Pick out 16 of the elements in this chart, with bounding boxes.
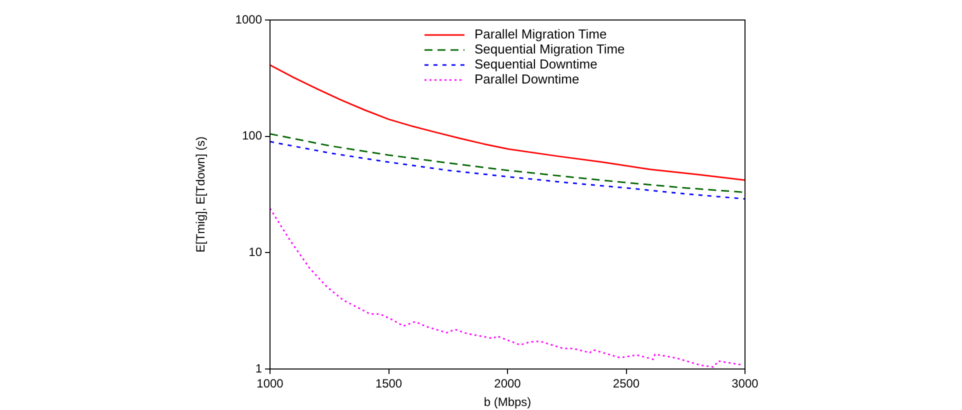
x-axis-title: b (Mbps) (484, 395, 532, 410)
y-tick-label: 10 (248, 244, 262, 259)
x-tick-label: 2500 (612, 376, 640, 391)
x-tick-label: 1500 (375, 376, 402, 391)
legend-label: Sequential Migration Time (474, 42, 625, 57)
x-tick-label: 2000 (494, 376, 522, 391)
y-axis-title: E[Tmig], E[Tdown] (s) (194, 136, 208, 253)
x-tick-label: 3000 (732, 376, 759, 391)
y-tick-label: 100 (242, 128, 262, 143)
legend-label: Parallel Migration Time (474, 26, 607, 42)
y-tick-label: 1 (255, 361, 262, 376)
y-tick-label: 1000 (235, 12, 262, 26)
line-series (270, 140, 745, 200)
line-series (270, 133, 745, 194)
legend-label: Sequential Downtime (474, 56, 598, 72)
legend-label: Parallel Downtime (474, 72, 580, 87)
